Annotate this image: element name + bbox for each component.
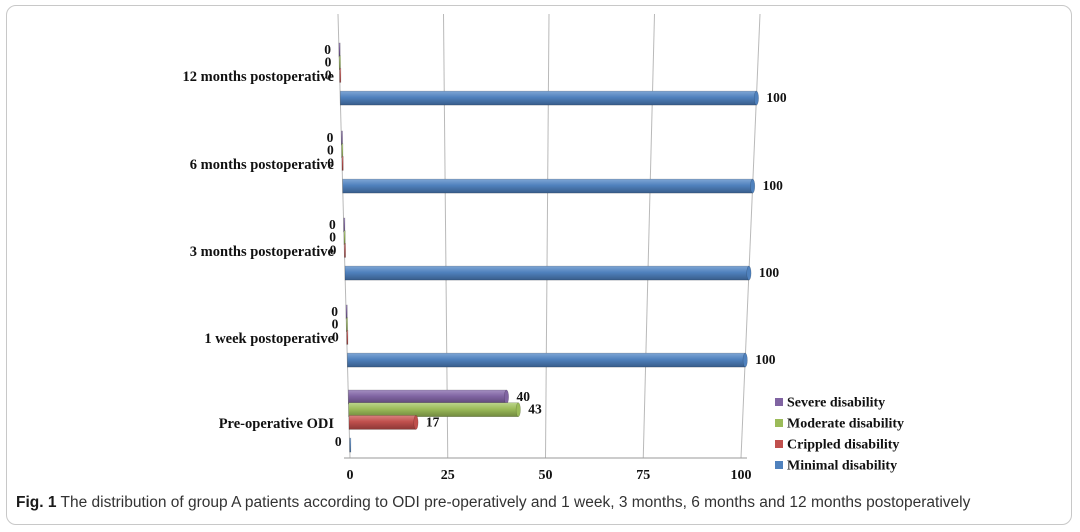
category-label: 12 months postoperative — [183, 69, 335, 85]
gridline-25 — [443, 13, 449, 459]
x-tick-label: 0 — [347, 468, 354, 483]
gridline-100 — [740, 13, 761, 459]
bar-minimal-disability-3-months-postoperative — [344, 265, 750, 281]
data-label: 0 — [327, 143, 334, 158]
bar-cap-crippled-disability-pre-operative-odi — [413, 415, 419, 430]
data-label: 0 — [327, 130, 334, 145]
gridline-75 — [642, 13, 655, 459]
category-label: Pre-operative ODI — [219, 416, 335, 432]
bar-cap-severe-disability-pre-operative-odi — [504, 389, 509, 405]
category-label: 6 months postoperative — [190, 157, 335, 173]
bar-cap-minimal-disability-3-months-postoperative — [746, 265, 752, 281]
bar-cap-minimal-disability-1-week-postoperative — [742, 352, 748, 368]
data-label: 0 — [329, 230, 336, 245]
data-label: 43 — [528, 402, 542, 417]
bar-cap-minimal-disability-6-months-postoperative — [750, 178, 756, 194]
data-label: 0 — [335, 434, 342, 449]
bar-minimal-disability-6-months-postoperative — [342, 178, 753, 194]
bar-severe-disability-1-week-postoperative — [345, 304, 348, 320]
data-label: 100 — [763, 178, 784, 193]
x-tick-label: 50 — [539, 468, 553, 483]
data-label: 0 — [325, 55, 332, 70]
gridline-0 — [337, 13, 351, 459]
x-tick-label: 75 — [636, 468, 650, 483]
bar-severe-disability-12-months-postoperative — [338, 42, 341, 58]
data-label: 40 — [516, 389, 530, 404]
bar-severe-disability-3-months-postoperative — [343, 217, 346, 233]
bar-crippled-disability-6-months-postoperative — [341, 156, 344, 171]
figure-caption: Fig. 1 The distribution of group A patie… — [16, 494, 1066, 512]
bar-severe-disability-pre-operative-odi — [348, 389, 507, 405]
gridline-50 — [545, 13, 550, 459]
bar-moderate-disability-12-months-postoperative — [339, 55, 341, 71]
legend-swatch-minimal-disability — [775, 461, 783, 469]
bar-crippled-disability-3-months-postoperative — [344, 243, 346, 258]
x-tick-label: 25 — [441, 468, 455, 483]
data-label: 0 — [332, 317, 339, 332]
category-label: 3 months postoperative — [190, 244, 335, 260]
legend-swatch-crippled-disability — [775, 440, 783, 448]
data-label: 0 — [327, 155, 334, 170]
bar-moderate-disability-1-week-postoperative — [346, 317, 348, 333]
x-tick-label: 100 — [731, 468, 752, 483]
bar-minimal-disability-12-months-postoperative — [339, 90, 757, 106]
bar-crippled-disability-1-week-postoperative — [346, 330, 349, 345]
data-label: 0 — [330, 242, 337, 257]
bar-cap-minimal-disability-12-months-postoperative — [753, 90, 759, 106]
gridlines — [337, 13, 761, 459]
figure-caption-text: The distribution of group A patients acc… — [56, 494, 971, 511]
bar-crippled-disability-pre-operative-odi — [348, 415, 417, 430]
bar-moderate-disability-6-months-postoperative — [341, 143, 344, 158]
bars — [338, 42, 759, 453]
data-label: 0 — [331, 304, 338, 319]
legend: Severe disability Moderate disability Crip… — [775, 396, 904, 474]
data-label: 0 — [325, 67, 332, 82]
legend-label-moderate-disability: Moderate disability — [787, 417, 904, 432]
data-label: 0 — [332, 329, 339, 344]
bar-cap-moderate-disability-pre-operative-odi — [515, 402, 521, 417]
legend-swatch-moderate-disability — [775, 419, 783, 427]
bar-crippled-disability-12-months-postoperative — [339, 68, 342, 83]
legend-label-minimal-disability: Minimal disability — [787, 459, 897, 474]
figure-label: Fig. 1 — [16, 494, 57, 511]
legend-swatch-severe-disability — [775, 398, 783, 406]
data-label: 0 — [329, 217, 336, 232]
data-label: 100 — [759, 265, 780, 280]
legend-label-severe-disability: Severe disability — [787, 396, 885, 411]
data-label: 100 — [755, 352, 776, 367]
legend-label-crippled-disability: Crippled disability — [787, 438, 899, 453]
bar-moderate-disability-3-months-postoperative — [343, 230, 346, 245]
bar-minimal-disability-1-week-postoperative — [347, 352, 746, 368]
data-label: 0 — [324, 42, 331, 57]
category-label: 1 week postoperative — [204, 331, 334, 347]
data-label: 100 — [766, 90, 787, 105]
data-label: 17 — [426, 414, 440, 429]
bar-minimal-disability-pre-operative-odi — [349, 437, 352, 453]
bar-severe-disability-6-months-postoperative — [341, 130, 343, 146]
